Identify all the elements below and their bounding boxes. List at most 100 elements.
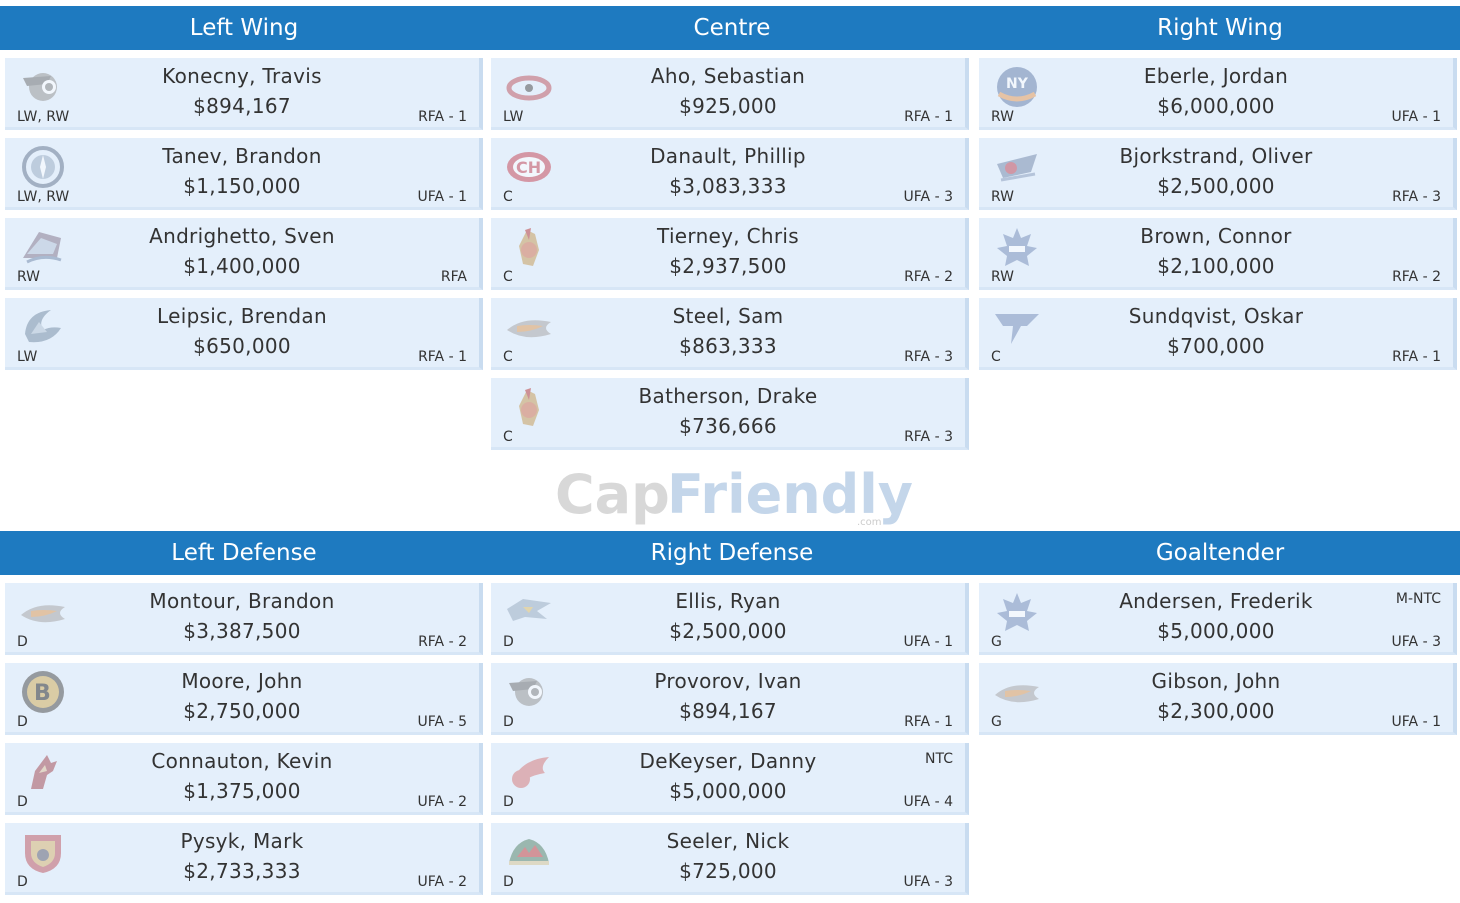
player-name[interactable]: Connauton, Kevin bbox=[151, 749, 333, 773]
player-card[interactable]: Connauton, Kevin $1,375,000 D UFA - 2 bbox=[5, 743, 483, 815]
player-name[interactable]: Brown, Connor bbox=[1140, 224, 1292, 248]
player-name[interactable]: Montour, Brandon bbox=[149, 589, 335, 613]
forwards-section: Left Wing Centre Right Wing Konecny, Tra… bbox=[0, 6, 1460, 456]
player-name[interactable]: Gibson, John bbox=[1151, 669, 1281, 693]
player-card[interactable]: Steel, Sam $863,333 C RFA - 3 bbox=[491, 298, 969, 370]
jets-logo-icon bbox=[17, 144, 69, 190]
centre-column: Aho, Sebastian $925,000 LW RFA - 1 CH Danault… bbox=[491, 58, 969, 458]
player-salary: $2,300,000 bbox=[1157, 699, 1275, 723]
player-card[interactable]: Gibson, John $2,300,000 G UFA - 1 bbox=[979, 663, 1457, 735]
contract-status: RFA - 1 bbox=[418, 109, 467, 125]
player-card[interactable]: Konecny, Travis $894,167 LW, RW RFA - 1 bbox=[5, 58, 483, 130]
player-position: G bbox=[991, 714, 1002, 730]
canucks-logo-icon bbox=[17, 304, 69, 350]
player-salary: $2,500,000 bbox=[669, 619, 787, 643]
player-position: RW bbox=[17, 269, 41, 285]
player-card[interactable]: Ellis, Ryan $2,500,000 D UFA - 1 bbox=[491, 583, 969, 655]
header-left-wing: Left Wing bbox=[189, 15, 299, 41]
canadiens-logo-icon: CH bbox=[503, 144, 555, 190]
player-name[interactable]: Seeler, Nick bbox=[666, 829, 790, 853]
player-card[interactable]: Sundqvist, Oskar $700,000 C RFA - 1 bbox=[979, 298, 1457, 370]
player-card[interactable]: Seeler, Nick $725,000 D UFA - 3 bbox=[491, 823, 969, 895]
player-salary: $2,733,333 bbox=[183, 859, 301, 883]
contract-status: UFA - 4 bbox=[903, 794, 953, 810]
player-name[interactable]: DeKeyser, Danny bbox=[639, 749, 817, 773]
player-salary: $2,750,000 bbox=[183, 699, 301, 723]
forwards-header-bar: Left Wing Centre Right Wing bbox=[0, 6, 1460, 50]
blues-logo-icon bbox=[991, 304, 1043, 350]
player-card[interactable]: Tierney, Chris $2,937,500 C RFA - 2 bbox=[491, 218, 969, 290]
player-card[interactable]: Leipsic, Brendan $650,000 LW RFA - 1 bbox=[5, 298, 483, 370]
player-salary: $736,666 bbox=[679, 414, 777, 438]
svg-text:CH: CH bbox=[516, 158, 541, 177]
player-name[interactable]: Andersen, Frederik bbox=[1119, 589, 1313, 613]
player-name[interactable]: Aho, Sebastian bbox=[650, 64, 806, 88]
player-position: D bbox=[503, 874, 514, 890]
player-salary: $1,375,000 bbox=[183, 779, 301, 803]
contract-status: RFA - 1 bbox=[904, 714, 953, 730]
player-name[interactable]: Steel, Sam bbox=[672, 304, 784, 328]
player-card[interactable]: Bjorkstrand, Oliver $2,500,000 RW RFA - 3 bbox=[979, 138, 1457, 210]
bruins-logo-icon: B bbox=[17, 669, 69, 715]
player-name[interactable]: Provorov, Ivan bbox=[654, 669, 802, 693]
player-name[interactable]: Batherson, Drake bbox=[638, 384, 818, 408]
player-card[interactable]: Andersen, Frederik $5,000,000 G UFA - 3 M-NT… bbox=[979, 583, 1457, 655]
player-name[interactable]: Sundqvist, Oskar bbox=[1128, 304, 1304, 328]
player-name[interactable]: Leipsic, Brendan bbox=[157, 304, 327, 328]
player-name[interactable]: Danault, Phillip bbox=[650, 144, 806, 168]
capfriendly-watermark: Cap Friendly .com bbox=[555, 455, 915, 530]
player-name[interactable]: Moore, John bbox=[181, 669, 303, 693]
player-card[interactable]: NY Eberle, Jordan $6,000,000 RW UFA - 1 bbox=[979, 58, 1457, 130]
wild-logo-icon bbox=[503, 829, 555, 875]
player-salary: $863,333 bbox=[679, 334, 777, 358]
player-position: D bbox=[503, 714, 514, 730]
contract-status: UFA - 1 bbox=[1391, 714, 1441, 730]
contract-status: UFA - 1 bbox=[903, 634, 953, 650]
player-card[interactable]: DeKeyser, Danny $5,000,000 D UFA - 4 NTC bbox=[491, 743, 969, 815]
player-card[interactable]: B Moore, John $2,750,000 D UFA - 5 bbox=[5, 663, 483, 735]
contract-status: RFA - 2 bbox=[904, 269, 953, 285]
redwings-logo-icon bbox=[503, 749, 555, 795]
player-position: C bbox=[503, 189, 513, 205]
hurricanes-logo-icon bbox=[503, 64, 555, 110]
header-centre: Centre bbox=[693, 15, 771, 41]
player-name[interactable]: Pysyk, Mark bbox=[180, 829, 304, 853]
trade-clause: M-NTC bbox=[1395, 591, 1441, 607]
player-name[interactable]: Tanev, Brandon bbox=[162, 144, 322, 168]
player-name[interactable]: Bjorkstrand, Oliver bbox=[1119, 144, 1313, 168]
player-name[interactable]: Andrighetto, Sven bbox=[149, 224, 335, 248]
player-card[interactable]: Provorov, Ivan $894,167 D RFA - 1 bbox=[491, 663, 969, 735]
watermark-friendly: Friendly bbox=[667, 463, 913, 526]
contract-status: RFA - 3 bbox=[904, 429, 953, 445]
player-name[interactable]: Konecny, Travis bbox=[162, 64, 322, 88]
flyers-logo-icon bbox=[503, 669, 555, 715]
player-card[interactable]: CH Danault, Phillip $3,083,333 C UFA - 3 bbox=[491, 138, 969, 210]
player-name[interactable]: Tierney, Chris bbox=[657, 224, 799, 248]
watermark-suffix: .com bbox=[857, 517, 882, 528]
player-position: D bbox=[503, 634, 514, 650]
contract-status: UFA - 2 bbox=[417, 874, 467, 890]
panthers-logo-icon bbox=[17, 829, 69, 875]
defense-header-bar: Left Defense Right Defense Goaltender bbox=[0, 531, 1460, 575]
bluejackets-logo-icon bbox=[991, 144, 1043, 190]
player-salary: $2,500,000 bbox=[1157, 174, 1275, 198]
player-name[interactable]: Ellis, Ryan bbox=[675, 589, 781, 613]
goaltender-column: Andersen, Frederik $5,000,000 G UFA - 3 M-NT… bbox=[979, 583, 1457, 743]
player-card[interactable]: Montour, Brandon $3,387,500 D RFA - 2 bbox=[5, 583, 483, 655]
player-card[interactable]: Andrighetto, Sven $1,400,000 RW RFA bbox=[5, 218, 483, 290]
player-card[interactable]: Pysyk, Mark $2,733,333 D UFA - 2 bbox=[5, 823, 483, 895]
player-card[interactable]: Tanev, Brandon $1,150,000 LW, RW UFA - 1 bbox=[5, 138, 483, 210]
mapleleafs-logo-icon bbox=[991, 589, 1043, 635]
player-card[interactable]: Brown, Connor $2,100,000 RW RFA - 2 bbox=[979, 218, 1457, 290]
player-card[interactable]: Batherson, Drake $736,666 C RFA - 3 bbox=[491, 378, 969, 450]
contract-status: RFA - 1 bbox=[904, 109, 953, 125]
player-salary: $894,167 bbox=[193, 94, 291, 118]
player-card[interactable]: Aho, Sebastian $925,000 LW RFA - 1 bbox=[491, 58, 969, 130]
senators-logo-icon bbox=[503, 384, 555, 430]
player-position: C bbox=[503, 349, 513, 365]
ducks-logo-icon bbox=[503, 304, 555, 350]
player-name[interactable]: Eberle, Jordan bbox=[1143, 64, 1289, 88]
player-salary: $5,000,000 bbox=[669, 779, 787, 803]
contract-status: UFA - 2 bbox=[417, 794, 467, 810]
player-salary: $2,937,500 bbox=[669, 254, 787, 278]
